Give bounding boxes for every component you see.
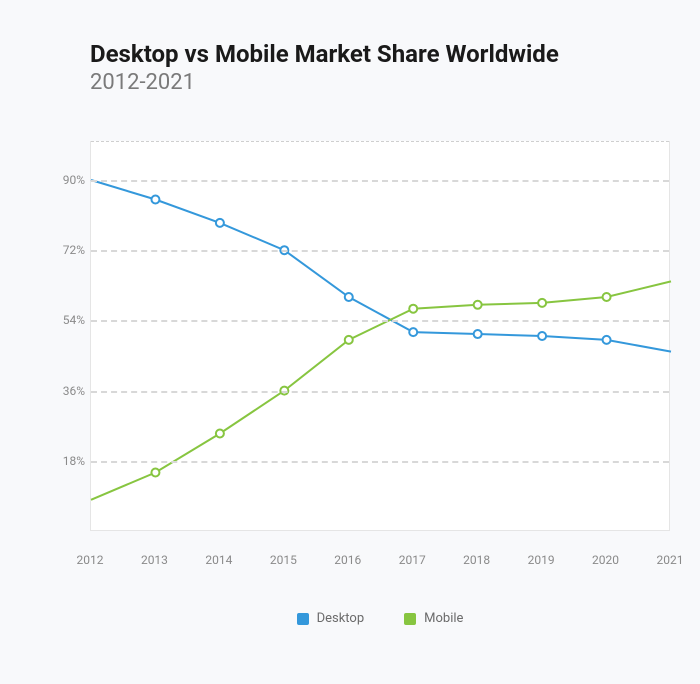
series-marker: [345, 336, 353, 344]
series-marker: [409, 328, 417, 336]
chart-header: Desktop vs Mobile Market Share Worldwide…: [90, 40, 670, 95]
chart-legend: Desktop Mobile: [90, 611, 670, 626]
series-marker: [216, 430, 224, 438]
chart-area: 18%36%54%72%90% 201220132014201520162017…: [90, 141, 670, 626]
series-marker: [345, 293, 353, 301]
y-axis-label: 90%: [53, 173, 85, 187]
series-marker: [603, 293, 611, 301]
series-marker: [538, 332, 546, 340]
series-line: [91, 180, 671, 352]
grid-line: [91, 461, 669, 463]
x-axis-label: 2014: [205, 553, 232, 567]
grid-line: [91, 391, 669, 393]
x-axis-label: 2019: [528, 553, 555, 567]
series-marker: [603, 336, 611, 344]
x-axis-label: 2021: [657, 553, 684, 567]
grid-line: [91, 180, 669, 182]
y-axis-label: 54%: [53, 313, 85, 327]
legend-swatch-mobile: [404, 613, 416, 625]
x-axis-label: 2012: [77, 553, 104, 567]
series-marker: [538, 299, 546, 307]
x-axis-label: 2016: [334, 553, 361, 567]
series-marker: [151, 196, 159, 204]
series-marker: [409, 305, 417, 313]
legend-item-desktop: Desktop: [297, 611, 365, 626]
x-axis-label: 2015: [270, 553, 297, 567]
x-axis-labels: 2012201320142015201620172018201920202021: [90, 553, 670, 583]
x-axis-label: 2017: [399, 553, 426, 567]
series-marker: [474, 330, 482, 338]
series-marker: [151, 469, 159, 477]
grid-line: [91, 250, 669, 252]
series-marker: [216, 219, 224, 227]
x-axis-label: 2020: [592, 553, 619, 567]
y-axis-label: 18%: [53, 454, 85, 468]
y-axis-label: 36%: [53, 384, 85, 398]
line-layer: [91, 141, 671, 531]
legend-item-mobile: Mobile: [404, 611, 463, 626]
x-axis-label: 2013: [141, 553, 168, 567]
y-axis-label: 72%: [53, 243, 85, 257]
legend-label-desktop: Desktop: [317, 611, 365, 626]
legend-label-mobile: Mobile: [424, 611, 463, 626]
grid-line: [91, 320, 669, 322]
series-marker: [474, 301, 482, 309]
legend-swatch-desktop: [297, 613, 309, 625]
x-axis-label: 2018: [463, 553, 490, 567]
plot-region: 18%36%54%72%90%: [90, 141, 670, 531]
chart-title: Desktop vs Mobile Market Share Worldwide: [90, 40, 670, 68]
chart-subtitle: 2012-2021: [90, 70, 670, 95]
